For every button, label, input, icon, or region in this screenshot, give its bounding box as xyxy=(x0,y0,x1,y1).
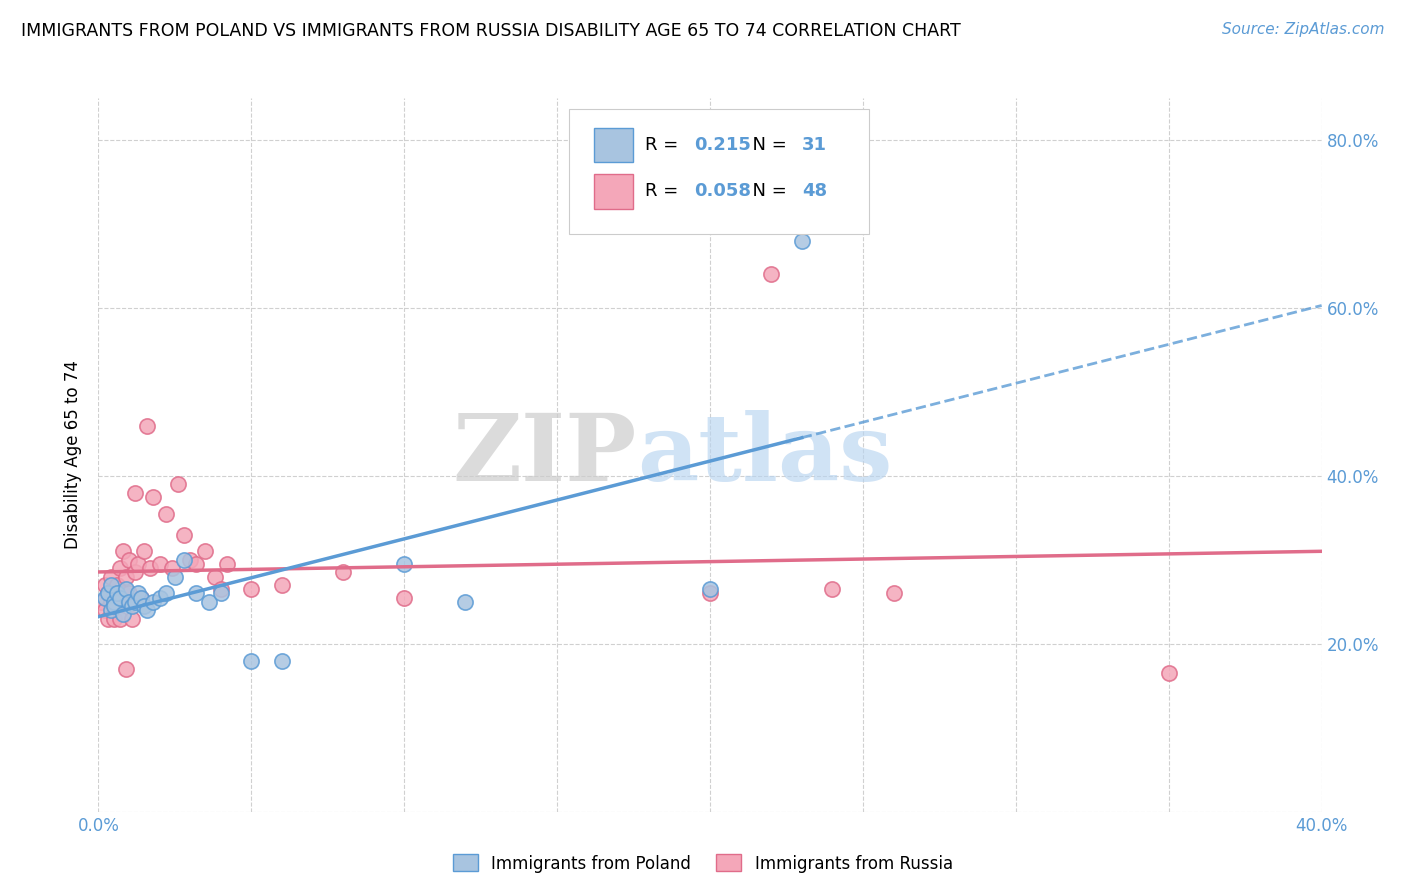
Point xyxy=(204,569,226,583)
Point xyxy=(173,527,195,541)
Point xyxy=(155,586,177,600)
Point xyxy=(142,595,165,609)
Point xyxy=(149,557,172,571)
Point xyxy=(167,477,190,491)
Point xyxy=(90,595,112,609)
Text: 48: 48 xyxy=(801,182,827,200)
Point xyxy=(105,586,128,600)
Y-axis label: Disability Age 65 to 74: Disability Age 65 to 74 xyxy=(65,360,83,549)
Point xyxy=(821,582,844,597)
Point xyxy=(134,599,156,613)
Point xyxy=(118,553,141,567)
Point xyxy=(699,586,721,600)
Point xyxy=(1157,666,1180,681)
Point xyxy=(139,561,162,575)
Point xyxy=(142,490,165,504)
Point xyxy=(155,507,177,521)
Point xyxy=(759,268,782,282)
Point xyxy=(392,557,416,571)
Point xyxy=(129,591,152,605)
Point xyxy=(103,612,125,626)
Text: N =: N = xyxy=(741,182,792,200)
Point xyxy=(108,612,131,626)
Point xyxy=(93,578,115,592)
Point xyxy=(209,582,232,597)
Text: IMMIGRANTS FROM POLAND VS IMMIGRANTS FROM RUSSIA DISABILITY AGE 65 TO 74 CORRELA: IMMIGRANTS FROM POLAND VS IMMIGRANTS FRO… xyxy=(21,22,960,40)
Point xyxy=(173,553,195,567)
Point xyxy=(240,654,263,668)
Text: 31: 31 xyxy=(801,136,827,153)
Point xyxy=(163,569,186,583)
Point xyxy=(108,561,131,575)
Text: 0.058: 0.058 xyxy=(695,182,751,200)
Point xyxy=(103,586,125,600)
Point xyxy=(108,591,131,605)
Point xyxy=(160,561,183,575)
Point xyxy=(124,485,146,500)
Point xyxy=(790,234,813,248)
Point xyxy=(103,599,125,613)
Point xyxy=(105,578,128,592)
Point xyxy=(115,582,138,597)
Point xyxy=(699,582,721,597)
Point xyxy=(215,557,238,571)
Point xyxy=(100,569,122,583)
Point xyxy=(97,586,120,600)
Point xyxy=(124,595,146,609)
FancyBboxPatch shape xyxy=(569,109,869,234)
Text: Source: ZipAtlas.com: Source: ZipAtlas.com xyxy=(1222,22,1385,37)
Point xyxy=(100,595,122,609)
Point xyxy=(111,544,134,558)
Point xyxy=(118,586,141,600)
Point xyxy=(129,591,152,605)
Point xyxy=(179,553,201,567)
Text: R =: R = xyxy=(645,182,685,200)
Point xyxy=(121,612,143,626)
Point xyxy=(194,544,217,558)
Point xyxy=(97,612,120,626)
Point xyxy=(100,578,122,592)
Bar xyxy=(593,128,633,162)
Point xyxy=(270,654,292,668)
Point xyxy=(121,599,143,613)
Point xyxy=(93,591,115,605)
Point xyxy=(124,566,146,580)
Text: N =: N = xyxy=(741,136,792,153)
Point xyxy=(103,595,125,609)
Point xyxy=(118,595,141,609)
Bar xyxy=(593,175,633,209)
Point xyxy=(270,578,292,592)
Text: R =: R = xyxy=(645,136,685,153)
Point xyxy=(240,582,263,597)
Point xyxy=(392,591,416,605)
Point xyxy=(115,569,138,583)
Point xyxy=(115,662,138,676)
Text: ZIP: ZIP xyxy=(453,410,637,500)
Point xyxy=(127,586,149,600)
Point xyxy=(454,595,477,609)
Point xyxy=(136,418,159,433)
Legend: Immigrants from Poland, Immigrants from Russia: Immigrants from Poland, Immigrants from … xyxy=(447,847,959,880)
Point xyxy=(332,566,354,580)
Text: atlas: atlas xyxy=(637,410,891,500)
Point xyxy=(111,607,134,622)
Point xyxy=(105,595,128,609)
Point xyxy=(111,586,134,600)
Point xyxy=(149,591,172,605)
Point xyxy=(186,586,208,600)
Point xyxy=(127,557,149,571)
Point xyxy=(134,544,156,558)
Point xyxy=(97,586,120,600)
Point xyxy=(186,557,208,571)
Point xyxy=(100,603,122,617)
Point xyxy=(93,603,115,617)
Text: 0.215: 0.215 xyxy=(695,136,751,153)
Point xyxy=(883,586,905,600)
Point xyxy=(136,603,159,617)
Point xyxy=(197,595,219,609)
Point xyxy=(209,586,232,600)
